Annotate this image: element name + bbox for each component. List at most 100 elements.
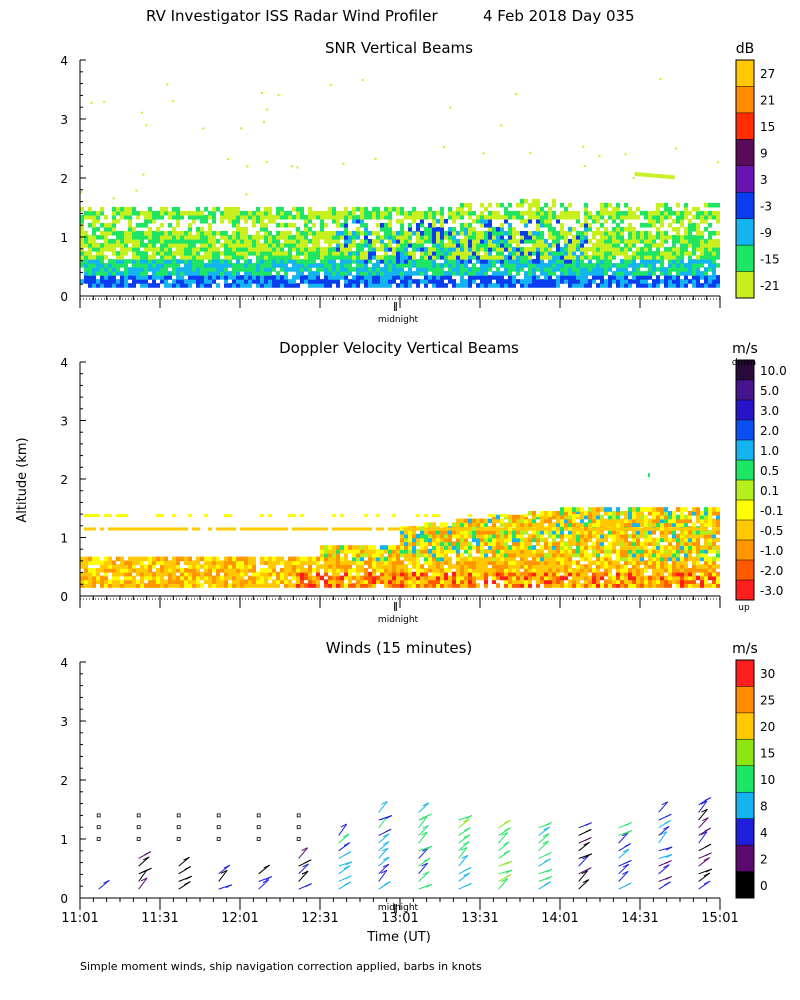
snr-cell bbox=[664, 214, 668, 220]
snr-cell bbox=[216, 259, 220, 264]
doppler-cell bbox=[668, 549, 672, 554]
snr-cell bbox=[264, 279, 268, 284]
snr-cell bbox=[376, 267, 380, 272]
snr-cell bbox=[352, 206, 356, 212]
doppler-cell bbox=[444, 522, 448, 527]
doppler-cell bbox=[688, 575, 692, 581]
doppler-cell bbox=[288, 514, 292, 518]
snr-cell bbox=[116, 239, 120, 244]
snr-cell bbox=[504, 259, 508, 264]
doppler-cell bbox=[680, 564, 684, 569]
snr-cell bbox=[572, 251, 576, 256]
snr-cell bbox=[656, 206, 660, 212]
doppler-cell bbox=[80, 556, 84, 562]
snr-cell bbox=[668, 210, 672, 216]
snr-cell bbox=[572, 259, 576, 264]
doppler-cell bbox=[608, 533, 612, 539]
doppler-cell bbox=[628, 556, 632, 562]
doppler-cell bbox=[560, 568, 564, 573]
snr-cell bbox=[472, 275, 476, 280]
snr-cell bbox=[520, 259, 524, 264]
snr-cell bbox=[512, 226, 516, 232]
doppler-cell bbox=[216, 564, 220, 569]
doppler-cell bbox=[508, 579, 512, 585]
snr-cell bbox=[696, 279, 700, 284]
doppler-cell bbox=[584, 556, 588, 562]
doppler-cell bbox=[172, 579, 176, 585]
snr-cell bbox=[332, 235, 336, 240]
doppler-cell bbox=[204, 568, 208, 573]
snr-cell bbox=[592, 271, 596, 276]
snr-cell bbox=[208, 267, 212, 272]
doppler-cell bbox=[288, 571, 292, 577]
doppler-cell bbox=[644, 575, 648, 581]
snr-cell bbox=[704, 279, 708, 284]
snr-speckle bbox=[240, 127, 243, 130]
snr-cell bbox=[468, 226, 472, 232]
doppler-cell bbox=[572, 514, 576, 518]
doppler-cell bbox=[504, 560, 508, 566]
snr-cell bbox=[680, 251, 684, 256]
doppler-cell bbox=[372, 549, 376, 554]
doppler-cell bbox=[516, 529, 520, 535]
doppler-cell bbox=[520, 541, 524, 546]
doppler-cell bbox=[188, 564, 192, 569]
snr-cell bbox=[196, 230, 200, 236]
snr-cell bbox=[184, 239, 188, 244]
doppler-cell bbox=[396, 564, 400, 569]
snr-cell bbox=[432, 263, 436, 268]
doppler-cell bbox=[148, 575, 152, 581]
snr-cell bbox=[644, 263, 648, 268]
doppler-cell bbox=[660, 568, 664, 573]
snr-cell bbox=[212, 230, 216, 236]
doppler-cell bbox=[560, 575, 564, 581]
doppler-cell bbox=[432, 533, 436, 539]
doppler-cell bbox=[472, 526, 476, 531]
snr-cell bbox=[432, 235, 436, 240]
snr-cell bbox=[604, 206, 608, 212]
doppler-cell bbox=[584, 583, 588, 588]
y-tick-label: 2 bbox=[60, 172, 68, 186]
doppler-cell bbox=[704, 560, 708, 566]
snr-cell bbox=[328, 283, 332, 288]
snr-cell bbox=[584, 271, 588, 276]
doppler-cell bbox=[156, 583, 160, 588]
doppler-cell bbox=[716, 564, 720, 569]
doppler-cell bbox=[80, 564, 84, 569]
doppler-cell bbox=[488, 560, 492, 566]
doppler-cell bbox=[684, 556, 688, 562]
doppler-cell bbox=[300, 556, 304, 562]
snr-cell bbox=[104, 214, 108, 220]
snr-cell bbox=[460, 226, 464, 232]
snr-cell bbox=[504, 210, 508, 216]
doppler-cell bbox=[532, 514, 536, 520]
snr-cell bbox=[328, 275, 332, 280]
snr-cell bbox=[540, 267, 544, 272]
snr-cell bbox=[584, 255, 588, 260]
snr-cell bbox=[436, 255, 440, 260]
doppler-cell bbox=[80, 560, 84, 566]
doppler-cell bbox=[428, 552, 432, 558]
doppler-cell bbox=[700, 522, 704, 527]
snr-cell bbox=[684, 275, 688, 280]
snr-cell bbox=[112, 214, 116, 220]
snr-cell bbox=[592, 247, 596, 252]
doppler-cell bbox=[384, 556, 388, 562]
doppler-cell bbox=[700, 533, 704, 539]
snr-cell bbox=[412, 251, 416, 256]
snr-cell bbox=[400, 206, 404, 212]
snr-cell bbox=[432, 214, 436, 220]
snr-cell bbox=[580, 259, 584, 264]
snr-cell bbox=[144, 259, 148, 264]
snr-cell bbox=[704, 226, 708, 232]
doppler-cell bbox=[648, 526, 652, 531]
doppler-cell bbox=[540, 533, 544, 539]
doppler-cell bbox=[252, 527, 256, 531]
snr-cell bbox=[244, 279, 248, 284]
doppler-cell bbox=[636, 552, 640, 558]
doppler-cell bbox=[304, 568, 308, 573]
doppler-cell bbox=[308, 564, 312, 569]
snr-cell bbox=[576, 243, 580, 248]
snr-cell bbox=[308, 206, 312, 212]
snr-cell bbox=[696, 206, 700, 212]
